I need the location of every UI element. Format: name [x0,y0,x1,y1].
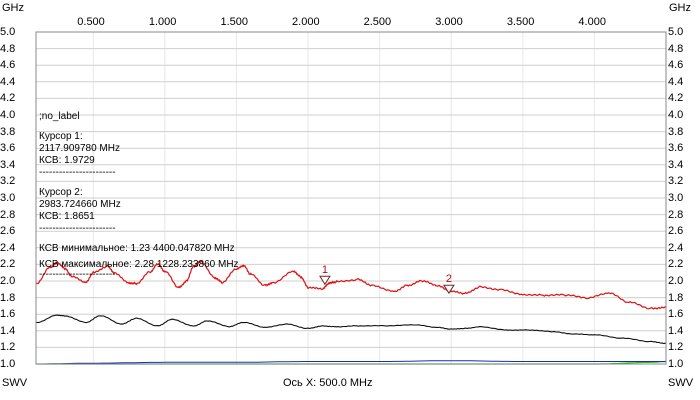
y-tick-label-right: 4.6 [668,59,684,72]
cursor2-title: Курсор 2: [39,187,83,198]
y-tick-label-left: 3.2 [0,175,16,188]
y-tick-label-left: 1.4 [0,324,16,337]
y-tick-label-left: 2.6 [0,225,16,238]
y-tick-label-right: 2.6 [668,225,684,238]
y-tick-label-left: 4.2 [0,92,16,105]
x-tick-label: 4.000 [578,16,606,28]
cursor-markers: 12 [319,264,455,295]
x-unit-label-left: GHz [2,2,24,14]
separator: ----------------------- [39,223,116,234]
y-tick-label-left: 3.0 [0,192,16,204]
y-tick-label-right: 4.8 [668,42,684,55]
series-line-3 [36,360,666,365]
x-unit-label-right: GHz [669,2,691,14]
y-tick-label-right: 1.4 [668,324,684,337]
y-tick-label-right: 2.8 [668,208,684,221]
cursor-marker-label-1: 1 [322,264,328,276]
cursor2-frequency: 2983.724660 MHz [39,199,121,210]
y-tick-label-left: 4.0 [0,109,16,121]
y-tick-label-left: 3.8 [0,125,16,138]
y-tick-label-right: 1.6 [668,308,684,321]
y-tick-label-right: 1.2 [668,341,684,354]
x-tick-label: 0.500 [77,16,105,28]
x-tick-label: 3.500 [506,16,535,28]
y-tick-label-right: 2.2 [668,258,684,271]
series-line-1 [35,260,667,310]
cursor-marker-label-2: 2 [446,273,452,285]
y-tick-label-left: 4.6 [0,59,16,72]
y-tick-label-left: 1.8 [0,291,16,304]
cursor1-frequency: 2117.909780 MHz [39,143,120,154]
y-tick-label-right: 5.0 [668,26,684,38]
y-tick-label-left: 2.8 [0,208,16,221]
x-tick-label: 1.000 [148,16,177,28]
y-tick-label-left: 2.4 [0,241,16,254]
y-tick-label-right: 3.6 [668,142,684,155]
y-tick-label-right: 4.4 [668,75,684,88]
separator: ----------------------- [39,167,116,178]
y-tick-label-right: 4.2 [668,92,684,105]
y-tick-label-left: 1.2 [0,341,16,354]
y-tick-label-right: 1.8 [668,291,684,304]
cursor1-swr: КСВ: 1.9729 [39,155,95,166]
x-tick-label: 1.500 [220,16,248,28]
series-line-2 [35,314,667,345]
y-tick-label-right: 2.0 [668,275,684,287]
x-tick-label: 2.500 [363,16,392,28]
cursor1-title: Курсор 1: [39,131,83,142]
y-unit-label-right: SWV [668,377,694,389]
y-tick-label-left: 5.0 [0,26,16,38]
y-tick-label-right: 2.4 [668,241,684,254]
y-tick-label-left: 1.0 [0,358,16,370]
swr-maximum: КСВ максимальное: 2.28 1228.233860 MHz [39,259,239,270]
y-tick-label-left: 4.4 [0,75,16,88]
y-tick-label-right: 1.0 [668,358,684,370]
y-tick-label-right: 3.8 [668,125,684,138]
cursor-marker-2[interactable] [442,284,455,295]
y-tick-label-right: 4.0 [668,109,684,121]
y-tick-label-left: 2.2 [0,258,16,271]
y-tick-label-right: 3.4 [668,158,684,171]
y-tick-label-left: 2.0 [0,275,16,287]
y-unit-label-left: SWV [2,377,28,389]
y-tick-label-right: 3.0 [668,192,684,204]
measurement-info-panel: ;no_label Курсор 1: 2117.909780 MHz КСВ:… [39,111,239,281]
cursor-marker-1[interactable] [319,275,331,286]
swr-minimum: КСВ минимальное: 1.23 4400.047820 MHz [39,243,235,254]
y-tick-label-left: 3.4 [0,158,16,171]
y-tick-label-left: 1.6 [0,308,16,321]
trace-label: ;no_label [39,111,80,122]
plot-frame [35,31,667,365]
separator: ----------------------- [39,269,116,280]
y-tick-label-left: 4.8 [0,42,16,55]
y-tick-label-right: 3.2 [668,175,684,188]
x-axis-scale-label: Ось X: 500.0 MHz [283,377,373,389]
x-tick-label: 3.000 [435,16,463,28]
y-tick-label-left: 3.6 [0,142,16,155]
x-tick-label: 2.000 [292,16,320,28]
cursor2-swr: КСВ: 1.8651 [39,211,95,222]
